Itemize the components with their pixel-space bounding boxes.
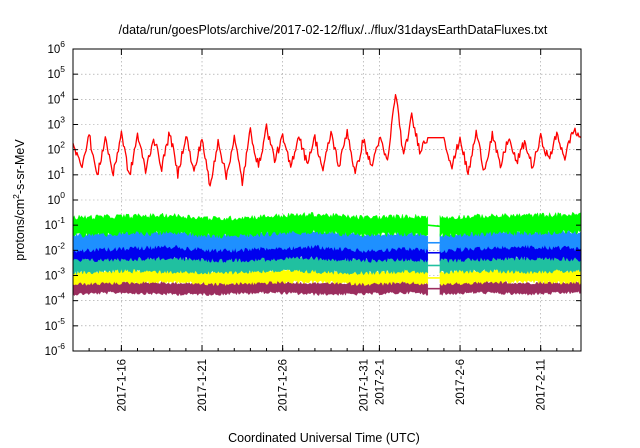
series-lines (72, 94, 582, 187)
y-tick-exponent: 2 (60, 140, 65, 150)
y-tick-label: 10-5 (45, 316, 66, 333)
y-tick-exponent: -6 (57, 341, 65, 351)
y-axis-label-base: protons/cm (13, 199, 27, 261)
y-tick-exponent: -4 (57, 291, 65, 301)
y-tick-exponent: 6 (60, 39, 65, 49)
y-axis-ticks: 10-610-510-410-310-210-11001011021031041… (45, 39, 581, 358)
series-line-0 (72, 94, 582, 187)
series-band-1 (72, 211, 428, 239)
x-axis-ticks: 2017-1-16 2017-1-21 2017-1-26 2017-1-31 2017… (72, 49, 574, 411)
y-tick-exponent: -5 (57, 316, 65, 326)
y-tick-base: 10 (45, 296, 58, 308)
x-tick-label: 2017-2-1 (374, 359, 386, 405)
y-tick-label: 100 (47, 190, 65, 207)
x-tick-label: 2017-2-6 (455, 359, 467, 405)
x-axis-label: Coordinated Universal Time (UTC) (228, 431, 420, 445)
y-tick-base: 10 (47, 69, 60, 81)
y-tick-label: 101 (47, 165, 65, 182)
grid-lines (73, 49, 581, 351)
x-tick-label: 2017-1-26 (278, 359, 290, 411)
y-tick-exponent: 5 (60, 64, 65, 74)
x-tick-label: 2017-2-11 (536, 359, 548, 411)
y-tick-label: 106 (47, 39, 65, 56)
y-tick-base: 10 (45, 321, 58, 333)
y-tick-label: 104 (47, 89, 65, 106)
series-gap-connector-1 (427, 224, 440, 228)
chart-title: /data/run/goesPlots/archive/2017-02-12/f… (119, 23, 548, 37)
y-tick-base: 10 (47, 170, 60, 182)
y-axis-label: protons/cm2-s-sr-MeV (11, 139, 27, 261)
x-tick-label: 2017-1-16 (116, 359, 128, 411)
y-tick-base: 10 (47, 195, 60, 207)
series-bands (72, 211, 582, 297)
y-tick-exponent: 0 (60, 190, 65, 200)
y-tick-label: 10-2 (45, 240, 66, 257)
y-tick-label: 10-1 (45, 215, 66, 232)
y-tick-base: 10 (47, 120, 60, 132)
y-tick-base: 10 (47, 145, 60, 157)
y-tick-base: 10 (47, 44, 60, 56)
y-axis-label-sup: 2 (11, 194, 21, 199)
y-tick-label: 10-4 (45, 291, 66, 308)
y-tick-exponent: -3 (57, 266, 65, 276)
y-tick-exponent: 1 (60, 165, 65, 175)
y-tick-exponent: 4 (60, 89, 65, 99)
y-tick-base: 10 (45, 245, 58, 257)
y-tick-exponent: -2 (57, 240, 65, 250)
x-tick-label: 2017-1-31 (358, 359, 370, 411)
x-tick-label: 2017-1-21 (197, 359, 209, 411)
y-tick-base: 10 (45, 346, 58, 358)
y-tick-label: 102 (47, 140, 65, 157)
y-tick-exponent: -1 (57, 215, 65, 225)
y-tick-base: 10 (45, 220, 58, 232)
y-tick-base: 10 (47, 94, 60, 106)
y-tick-label: 103 (47, 115, 65, 132)
y-tick-label: 10-3 (45, 266, 66, 283)
y-axis-label-rest: -s-sr-MeV (13, 139, 27, 195)
y-tick-exponent: 3 (60, 115, 65, 125)
y-tick-base: 10 (45, 271, 58, 283)
y-tick-label: 10-6 (45, 341, 66, 358)
series-band-6 (72, 279, 428, 297)
y-tick-label: 105 (47, 64, 65, 81)
